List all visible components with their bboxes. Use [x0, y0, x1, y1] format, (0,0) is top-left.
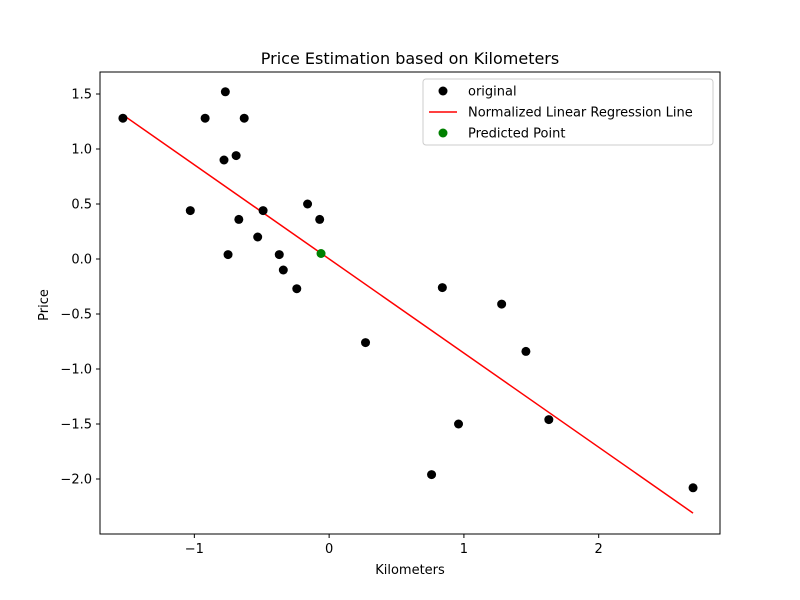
- legend-box: [422, 78, 714, 146]
- data-point: [521, 346, 531, 356]
- plot-area: [118, 87, 698, 514]
- data-point: [454, 419, 464, 429]
- x-tick-label: 1: [460, 542, 468, 557]
- x-tick-label: 0: [325, 542, 333, 557]
- data-point: [231, 151, 241, 161]
- legend-point-marker: [438, 128, 448, 138]
- legend-label: original: [468, 85, 517, 100]
- data-point: [361, 338, 371, 348]
- data-point: [223, 250, 233, 260]
- legend-label: Normalized Linear Regression Line: [468, 106, 693, 121]
- y-tick-label: 0.0: [71, 253, 92, 268]
- data-point: [544, 415, 554, 425]
- y-tick-label: −2.0: [60, 473, 92, 488]
- data-point: [292, 284, 302, 294]
- y-tick-label: 1.5: [71, 88, 92, 103]
- data-point: [437, 283, 447, 293]
- data-point: [688, 483, 698, 493]
- y-tick-label: −1.5: [60, 418, 92, 433]
- x-tick-label: −1: [185, 542, 204, 557]
- predicted-point: [316, 249, 326, 258]
- data-point: [315, 214, 325, 224]
- data-point: [253, 232, 263, 242]
- chart-title: Price Estimation based on Kilometers: [261, 49, 559, 68]
- data-point: [219, 155, 229, 165]
- legend-label: Predicted Point: [468, 127, 565, 142]
- y-tick-label: 0.5: [71, 198, 92, 213]
- data-point: [118, 113, 128, 123]
- axis-ticks: −1 0 1 2 1.5 1.0 0.5 0.0 −0.5 −1.0 −1.5 −2.0: [60, 88, 602, 558]
- x-axis-label: Kilometers: [375, 563, 445, 578]
- data-point: [427, 470, 437, 480]
- legend: original Normalized Linear Regression Lin…: [422, 78, 714, 146]
- data-point: [239, 113, 249, 123]
- legend-point-marker: [438, 86, 448, 96]
- axes-frame: [99, 71, 721, 535]
- data-point: [185, 206, 195, 216]
- regression-line: [122, 114, 694, 514]
- data-point: [220, 87, 230, 97]
- data-point: [200, 113, 210, 123]
- data-point: [258, 206, 268, 216]
- y-tick-label: −0.5: [60, 308, 92, 323]
- data-point: [234, 214, 244, 224]
- y-tick-label: −1.0: [60, 363, 92, 378]
- data-point: [278, 265, 288, 275]
- data-point: [497, 299, 507, 309]
- data-point: [303, 199, 313, 209]
- x-tick-label: 2: [595, 542, 603, 557]
- y-axis-label: Price: [37, 289, 52, 321]
- y-tick-label: 1.0: [71, 143, 92, 158]
- data-point: [274, 250, 284, 260]
